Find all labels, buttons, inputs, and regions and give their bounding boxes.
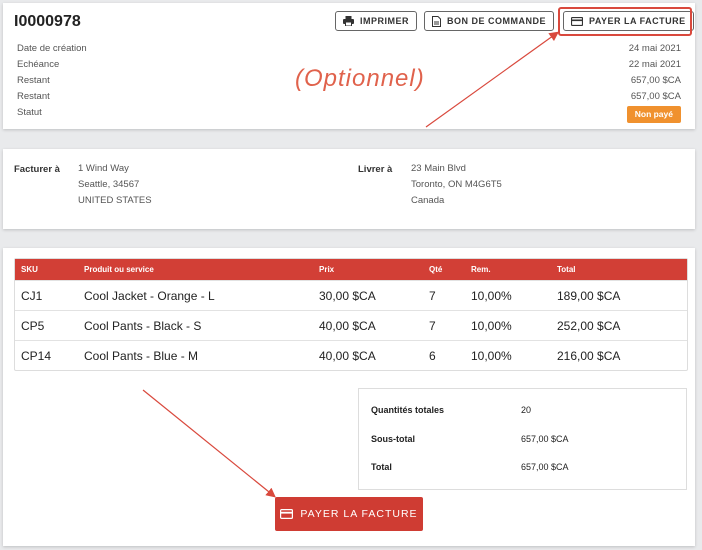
- cell-discount: 10,00%: [471, 318, 512, 333]
- column-header-discount: Rem.: [471, 265, 491, 274]
- pay-invoice-top-label: PAYER LA FACTURE: [589, 16, 686, 26]
- highlight-box: [558, 7, 692, 36]
- column-header-price: Prix: [319, 265, 335, 274]
- line-items-table: SKU Produit ou service Prix Qté Rem. Tot…: [14, 258, 688, 371]
- created-date-value: 24 mai 2021: [628, 43, 681, 54]
- purchase-order-button-label: BON DE COMMANDE: [447, 16, 546, 26]
- cell-product: Cool Pants - Black - S: [84, 318, 202, 333]
- invoice-number: I0000978: [14, 13, 81, 30]
- total-label: Total: [371, 462, 392, 472]
- status-label: Statut: [17, 107, 42, 118]
- print-button[interactable]: IMPRIMER: [335, 11, 417, 31]
- ship-to-address: 23 Main Blvd Toronto, ON M4G6T5 Canada: [411, 161, 502, 209]
- ship-to-line: 23 Main Blvd: [411, 163, 466, 174]
- bill-to-address: 1 Wind Way Seattle, 34567 UNITED STATES: [78, 161, 152, 209]
- credit-card-icon: [280, 509, 294, 519]
- total-quantity-row: Quantités totales 20: [371, 405, 531, 415]
- column-header-qty: Qté: [429, 265, 443, 274]
- subtotal-row: Sous-total 657,00 $CA: [371, 434, 569, 444]
- pay-invoice-button[interactable]: PAYER LA FACTURE: [275, 497, 423, 531]
- totals-panel: Quantités totales 20 Sous-total 657,00 $…: [358, 388, 687, 490]
- created-date-label: Date de création: [17, 43, 87, 54]
- table-row: CJ1 Cool Jacket - Orange - L 30,00 $CA 7…: [15, 280, 687, 310]
- bill-to-label: Facturer à: [14, 164, 60, 175]
- total-quantity-value: 20: [521, 405, 532, 415]
- ship-to-line: Toronto, ON M4G6T5: [411, 179, 502, 190]
- address-card: Facturer à 1 Wind Way Seattle, 34567 UNI…: [3, 149, 695, 229]
- table-header: SKU Produit ou service Prix Qté Rem. Tot…: [15, 259, 687, 280]
- cell-qty: 7: [429, 288, 436, 303]
- pay-invoice-top-button[interactable]: PAYER LA FACTURE: [563, 11, 694, 31]
- optional-annotation: (Optionnel): [295, 65, 425, 92]
- cell-price: 30,00 $CA: [319, 288, 376, 303]
- total-value: 657,00 $CA: [521, 462, 569, 472]
- column-header-sku: SKU: [21, 265, 38, 274]
- cell-product: Cool Jacket - Orange - L: [84, 288, 215, 303]
- remaining-label: Restant: [17, 75, 50, 86]
- cell-sku: CJ1: [21, 288, 43, 303]
- cell-total: 189,00 $CA: [557, 288, 621, 303]
- cell-discount: 10,00%: [471, 288, 512, 303]
- remaining-value: 657,00 $CA: [630, 75, 681, 86]
- purchase-order-button[interactable]: BON DE COMMANDE: [424, 11, 554, 31]
- cell-total: 252,00 $CA: [557, 318, 621, 333]
- cell-price: 40,00 $CA: [319, 348, 376, 363]
- cell-total: 216,00 $CA: [557, 348, 621, 363]
- cell-product: Cool Pants - Blue - M: [84, 348, 199, 363]
- table-row: CP14 Cool Pants - Blue - M 40,00 $CA 6 1…: [15, 340, 687, 370]
- pay-invoice-button-label: PAYER LA FACTURE: [300, 508, 418, 520]
- subtotal-value: 657,00 $CA: [521, 434, 569, 444]
- invoice-meta-values: 24 mai 2021 22 mai 2021 657,00 $CA 657,0…: [626, 41, 681, 123]
- status-badge: Non payé: [626, 106, 681, 123]
- ship-to-line: Canada: [411, 195, 445, 206]
- total-row: Total 657,00 $CA: [371, 462, 569, 472]
- ship-to-label: Livrer à: [358, 164, 393, 175]
- credit-card-icon: [571, 16, 583, 26]
- bill-to-line: Seattle, 34567: [78, 179, 140, 190]
- bill-to-line: 1 Wind Way: [78, 163, 129, 174]
- cell-qty: 7: [429, 318, 436, 333]
- column-header-total: Total: [557, 265, 576, 274]
- total-quantity-label: Quantités totales: [371, 405, 445, 415]
- cell-discount: 10,00%: [471, 348, 512, 363]
- invoice-meta-labels: Date de création Echéance Restant Restan…: [17, 41, 87, 121]
- invoice-header-card: I0000978 IMPRIMER BON DE COMMANDE PAYER …: [3, 3, 695, 129]
- printer-icon: [343, 16, 354, 26]
- document-icon: [432, 15, 441, 27]
- line-items-card: SKU Produit ou service Prix Qté Rem. Tot…: [3, 248, 695, 546]
- table-row: CP5 Cool Pants - Black - S 40,00 $CA 7 1…: [15, 310, 687, 340]
- cell-sku: CP5: [21, 318, 45, 333]
- cell-sku: CP14: [21, 348, 52, 363]
- remaining-value-2: 657,00 $CA: [630, 91, 681, 102]
- bill-to-line: UNITED STATES: [78, 195, 152, 206]
- column-header-product: Produit ou service: [84, 265, 154, 274]
- print-button-label: IMPRIMER: [360, 16, 409, 26]
- due-date-value: 22 mai 2021: [628, 59, 681, 70]
- remaining-label-2: Restant: [17, 91, 50, 102]
- cell-qty: 6: [429, 348, 436, 363]
- subtotal-label: Sous-total: [371, 434, 415, 444]
- due-date-label: Echéance: [17, 59, 60, 70]
- cell-price: 40,00 $CA: [319, 318, 376, 333]
